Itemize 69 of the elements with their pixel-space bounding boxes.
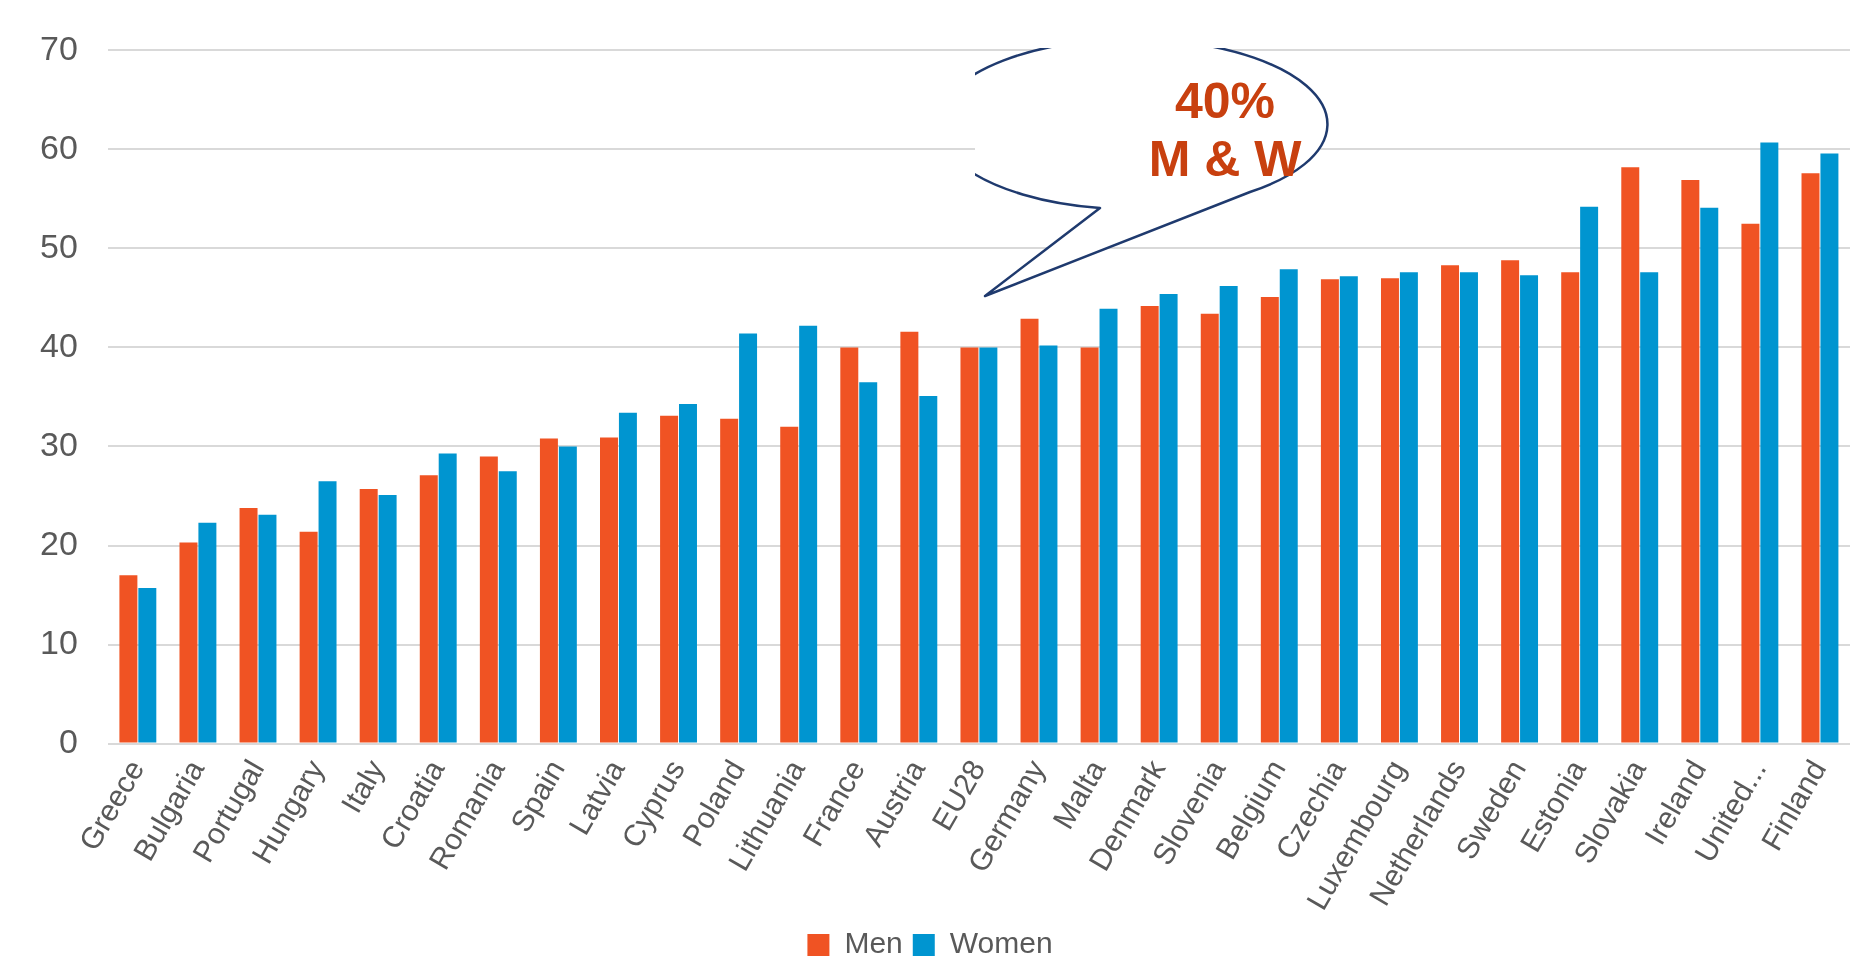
bar [1279, 269, 1298, 743]
annotation: 40% M & W [1148, 72, 1302, 188]
bar [1820, 153, 1839, 743]
bar [1441, 265, 1460, 743]
bar [859, 382, 878, 743]
bar [1621, 167, 1640, 743]
bar [720, 418, 739, 743]
bar [1219, 286, 1238, 743]
bar [1339, 276, 1358, 743]
legend-label: Women [949, 926, 1053, 960]
bar [179, 542, 198, 743]
bar [558, 446, 577, 743]
y-tick-label: 30 [39, 424, 78, 463]
bar [359, 489, 378, 743]
y-tick-label: 10 [39, 622, 78, 661]
y-tick-label: 60 [39, 127, 78, 166]
bar [1580, 206, 1599, 743]
bar [739, 333, 758, 743]
bar [1140, 305, 1159, 743]
bar [840, 347, 859, 743]
y-tick-label: 0 [58, 721, 78, 760]
y-tick-label: 40 [39, 325, 78, 364]
bar [1501, 260, 1520, 743]
legend-label: Men [844, 926, 903, 960]
bar [1801, 173, 1820, 743]
bar [1380, 278, 1399, 743]
bar [258, 514, 277, 743]
bar [138, 588, 157, 743]
bar [1520, 275, 1539, 743]
bar [239, 507, 258, 743]
bar [419, 475, 438, 743]
bar [919, 396, 938, 743]
bar [679, 403, 697, 743]
bar [1099, 308, 1118, 743]
bar [1200, 313, 1219, 743]
bar [979, 347, 998, 743]
bar [1080, 347, 1099, 743]
bar [1760, 142, 1779, 743]
bar [378, 495, 397, 743]
bar [780, 426, 799, 743]
bar [1039, 345, 1058, 743]
y-tick-label: 20 [39, 523, 78, 562]
bar [1459, 272, 1478, 743]
bar [318, 481, 337, 743]
bar [1741, 223, 1760, 743]
bar [438, 453, 457, 743]
bar [1561, 272, 1580, 743]
bar [1681, 180, 1700, 743]
bar [119, 575, 138, 743]
bar [1320, 279, 1339, 743]
bar [618, 412, 637, 743]
bar [799, 325, 818, 743]
bar [198, 522, 217, 743]
bar [1700, 207, 1719, 743]
bar [1399, 272, 1418, 743]
bar [960, 347, 979, 743]
bar [299, 531, 318, 743]
bar [1260, 296, 1279, 743]
y-tick-label: 70 [39, 28, 78, 67]
bar [498, 471, 517, 743]
bar [660, 415, 679, 743]
bar [1159, 294, 1178, 743]
y-tick-label: 50 [39, 226, 78, 265]
bar [539, 438, 558, 743]
bar [1640, 272, 1659, 743]
bar [479, 456, 498, 743]
bar [600, 437, 618, 743]
bar [1020, 318, 1039, 743]
bar [900, 331, 919, 743]
